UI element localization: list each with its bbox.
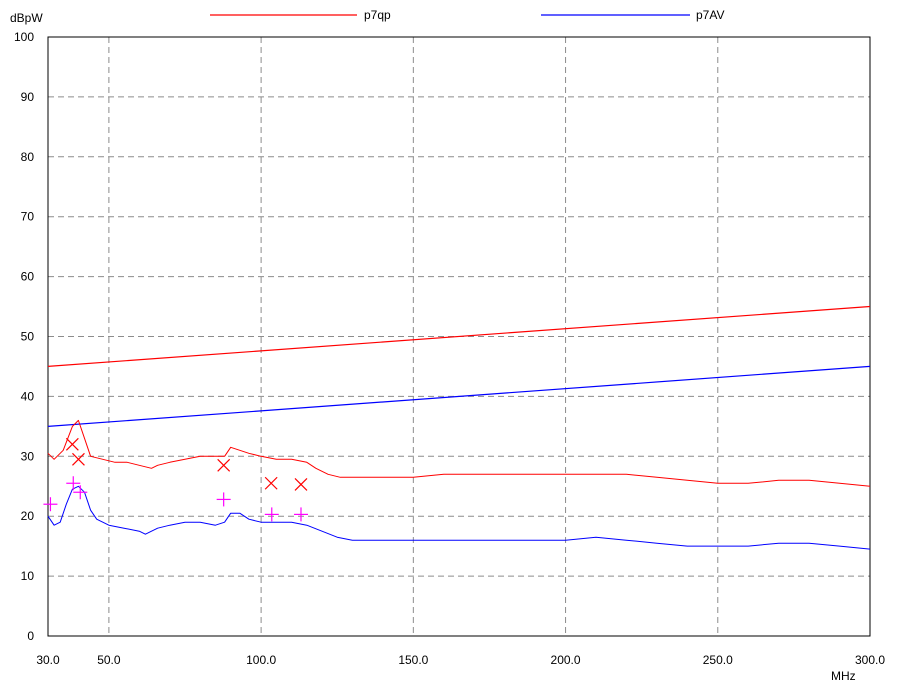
plus-marker — [43, 497, 58, 512]
x-marker — [72, 452, 85, 466]
y-tick-label: 0 — [27, 629, 34, 643]
plus-marker — [73, 485, 88, 500]
plus-marker — [264, 507, 279, 522]
plus-marker — [293, 507, 308, 522]
x-marker — [65, 437, 79, 451]
y-tick-label: 40 — [21, 389, 35, 403]
series-lines — [47, 305, 871, 550]
x-tick-label: 200.0 — [551, 653, 581, 667]
x-tick-label: 30.0 — [36, 653, 60, 667]
x-tick-label: 100.0 — [246, 653, 276, 667]
trace-line-2 — [47, 419, 871, 487]
legend-label-p7av: p7AV — [696, 8, 724, 22]
y-tick-label: 100 — [14, 30, 34, 44]
plus-marker — [216, 492, 231, 507]
x-marker — [217, 458, 231, 472]
y-tick-label: 90 — [21, 90, 35, 104]
measurement-markers — [43, 437, 308, 522]
y-tick-label: 30 — [21, 449, 35, 463]
legend: p7qp p7AV — [210, 8, 724, 22]
y-tick-labels: 0 10 20 30 40 50 60 70 80 90 100 — [14, 30, 34, 643]
y-tick-label: 70 — [21, 210, 35, 224]
series-line-p7qp — [47, 305, 871, 367]
y-tick-label: 20 — [21, 509, 35, 523]
x-marker — [264, 476, 278, 490]
legend-label-p7qp: p7qp — [364, 8, 391, 22]
y-tick-label: 10 — [21, 569, 35, 583]
y-tick-label: 80 — [21, 150, 35, 164]
x-axis-label: MHz — [831, 669, 856, 683]
plot-frame — [47, 36, 871, 637]
y-axis-label: dBpW — [10, 11, 43, 25]
y-tick-label: 60 — [21, 270, 35, 284]
y-tick-label: 50 — [21, 330, 35, 344]
plus-marker — [66, 476, 81, 491]
x-marker — [294, 478, 308, 491]
trace-line-3 — [47, 485, 871, 550]
x-tick-label: 250.0 — [703, 653, 733, 667]
series-line-p7av — [47, 365, 871, 427]
x-tick-label: 300.0 — [855, 653, 885, 667]
x-tick-label: 150.0 — [398, 653, 428, 667]
x-tick-label: 50.0 — [97, 653, 121, 667]
x-tick-labels: 30.0 50.0 100.0 150.0 200.0 250.0 300.0 — [36, 653, 885, 667]
